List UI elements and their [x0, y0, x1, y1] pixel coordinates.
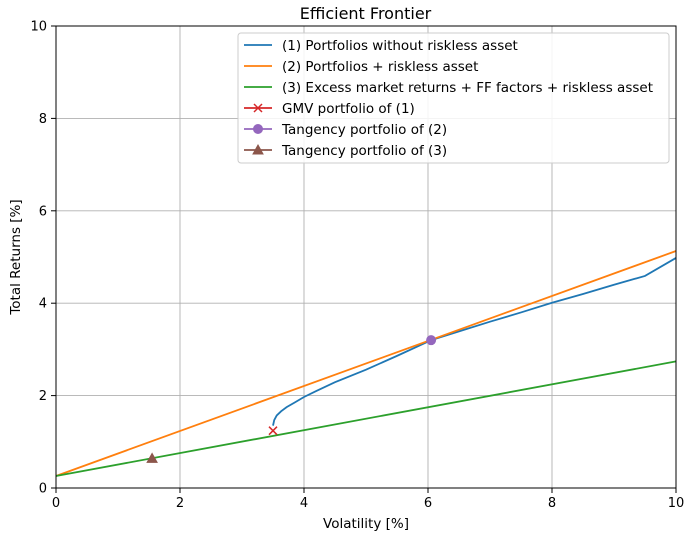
legend-box [237, 32, 670, 164]
series-4 [268, 426, 278, 436]
y-tick-label: 6 [39, 204, 47, 219]
legend-label: Tangency portfolio of (3) [281, 143, 447, 159]
legend-entry: GMV portfolio of (1) [244, 101, 415, 117]
series-point [146, 452, 158, 463]
series-line [272, 257, 677, 426]
x-tick-label: 4 [300, 496, 308, 511]
x-tick-label: 0 [52, 496, 60, 511]
x-tick-label: 6 [424, 496, 432, 511]
series-6 [146, 452, 158, 463]
plot-area [55, 250, 677, 477]
legend: (1) Portfolios without riskless asset (2)… [237, 32, 670, 164]
series-2 [55, 250, 677, 477]
legend-label: GMV portfolio of (1) [282, 101, 415, 117]
y-tick-label: 8 [39, 112, 47, 127]
axis-ticks: 0 2 4 6 8 10 0 2 4 6 8 10 [30, 20, 684, 512]
legend-label: (2) Portfolios + riskless asset [282, 59, 478, 75]
series-point [268, 426, 278, 436]
y-tick-label: 0 [39, 482, 47, 497]
series-3 [55, 360, 677, 477]
series-1 [272, 257, 677, 426]
legend-marker [252, 143, 264, 155]
series-line [55, 360, 677, 477]
x-tick-label: 8 [548, 496, 556, 511]
legend-marker [253, 124, 263, 134]
legend-entry: (3) Excess market returns + FF factors +… [244, 80, 653, 96]
y-tick-label: 4 [39, 297, 47, 312]
y-axis-label: Total Returns [%] [8, 199, 24, 315]
x-tick-label: 2 [176, 496, 184, 511]
legend-entry: (2) Portfolios + riskless asset [244, 59, 478, 75]
legend-marker [253, 103, 263, 113]
y-tick-label: 2 [39, 389, 47, 404]
plot-frame [55, 25, 677, 489]
x-tick-label: 10 [668, 496, 685, 511]
legend-label: (1) Portfolios without riskless asset [282, 38, 518, 54]
legend-entry: Tangency portfolio of (3) [244, 143, 447, 159]
series-5 [426, 335, 437, 346]
legend-label: (3) Excess market returns + FF factors +… [282, 80, 653, 96]
series-line [55, 250, 677, 477]
x-axis-label: Volatility [%] [323, 516, 409, 532]
series-point [426, 335, 437, 346]
legend-entry: (1) Portfolios without riskless asset [244, 38, 518, 54]
legend-entry: Tangency portfolio of (2) [244, 122, 447, 138]
y-tick-label: 10 [30, 20, 47, 35]
legend-label: Tangency portfolio of (2) [281, 122, 447, 138]
chart-title: Efficient Frontier [300, 4, 432, 23]
